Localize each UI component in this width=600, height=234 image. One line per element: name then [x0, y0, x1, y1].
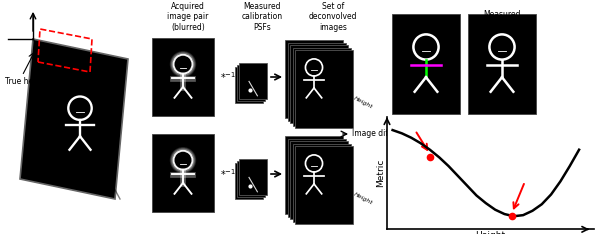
- Bar: [239, 159, 267, 195]
- Bar: [152, 38, 214, 116]
- Bar: [235, 163, 263, 199]
- Text: True height: True height: [5, 77, 48, 87]
- Bar: [468, 14, 536, 114]
- Bar: [237, 161, 265, 197]
- Bar: [293, 48, 350, 125]
- Bar: [295, 50, 353, 128]
- Bar: [239, 63, 267, 99]
- Bar: [237, 65, 265, 101]
- Text: Image diff.: Image diff.: [352, 129, 393, 139]
- Text: Height: Height: [353, 96, 374, 110]
- Bar: [285, 136, 343, 214]
- Bar: [235, 67, 263, 103]
- Text: Measured
calibration
PSFs: Measured calibration PSFs: [241, 2, 283, 32]
- Bar: [287, 139, 346, 216]
- Text: $*^{-1}$: $*^{-1}$: [220, 169, 236, 179]
- Bar: [287, 43, 346, 121]
- Text: Measured
height: Measured height: [483, 10, 521, 29]
- Bar: [285, 40, 343, 118]
- Text: Height: Height: [353, 192, 374, 206]
- Text: Acquired
image pair
(blurred): Acquired image pair (blurred): [167, 2, 209, 32]
- X-axis label: Height: Height: [475, 231, 506, 234]
- Bar: [295, 146, 353, 224]
- Y-axis label: Metric: Metric: [377, 159, 386, 187]
- Bar: [392, 14, 460, 114]
- Bar: [290, 45, 348, 123]
- Bar: [293, 143, 350, 222]
- Polygon shape: [20, 39, 128, 199]
- Bar: [152, 134, 214, 212]
- Text: $*^{-1}$: $*^{-1}$: [220, 72, 236, 82]
- Text: Set of
deconvolved
images: Set of deconvolved images: [309, 2, 357, 32]
- Bar: [290, 141, 348, 219]
